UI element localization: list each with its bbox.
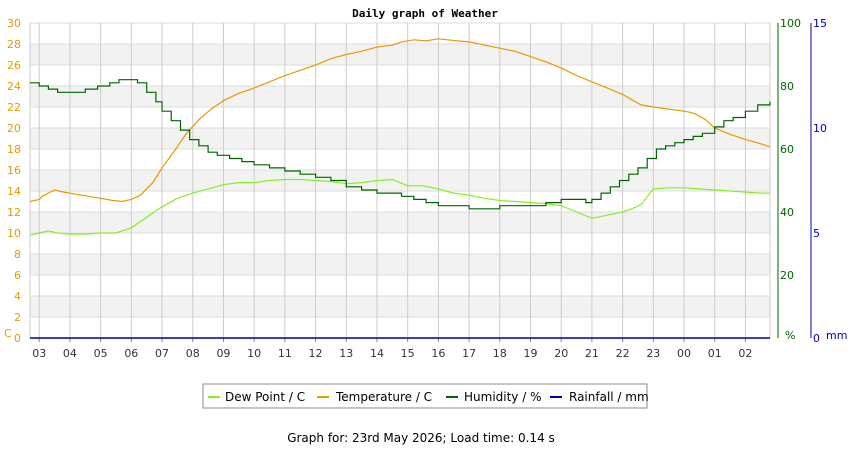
humidity-axis-tick-label: 20	[780, 269, 794, 282]
humidity-series-line	[30, 79, 771, 210]
legend: Dew Point / C Temperature / C Humidity /…	[202, 383, 649, 409]
left-axis-tick-label: 26	[7, 59, 21, 72]
left-axis-tick-label: 4	[14, 290, 21, 303]
x-axis-tick-label: 09	[216, 347, 230, 360]
left-axis-tick-label: 2	[14, 311, 21, 324]
x-axis-tick-label: 02	[738, 347, 752, 360]
left-axis-tick-label: 30	[7, 17, 21, 30]
legend-label-rainfall: Rainfall / mm	[569, 390, 649, 404]
left-axis-tick-label: 28	[7, 38, 21, 51]
rainfall-axis-tick-label: 15	[813, 17, 827, 30]
x-axis-tick-label: 18	[493, 347, 507, 360]
dew-point-series-line	[29, 178, 770, 236]
plot-gridlines	[30, 22, 770, 339]
legend-box	[202, 383, 648, 409]
x-axis-tick-label: 13	[339, 347, 353, 360]
chart-title: Daily graph of Weather	[352, 7, 498, 20]
x-axis-tick-label: 07	[155, 347, 169, 360]
x-axis-tick-label: 10	[247, 347, 261, 360]
x-axis-tick-label: 12	[309, 347, 323, 360]
x-axis-tick-label: 14	[370, 347, 384, 360]
humidity-axis-tick-label: 60	[780, 143, 794, 156]
humidity-axis-tick-label: 100	[780, 17, 801, 30]
temperature-series-line	[29, 38, 771, 203]
x-axis-tick-label: 00	[677, 347, 691, 360]
x-axis-tick-label: 22	[616, 347, 630, 360]
plot-background-bands	[29, 22, 771, 339]
left-axis-tick-label: 18	[7, 143, 21, 156]
series-layer	[29, 38, 771, 339]
x-axis-tick-label: 05	[94, 347, 108, 360]
left-axis-tick-label: 8	[14, 248, 21, 261]
x-axis-ticks: 03 04 05 06 07 08 09 10 11 12 13 14 15 16 17 18 19 20 21 22…	[32, 338, 752, 360]
plot-band	[30, 44, 770, 65]
left-axis-tick-label: 12	[7, 206, 21, 219]
legend-label-dew-point: Dew Point / C	[225, 390, 305, 404]
x-axis-tick-label: 04	[63, 347, 77, 360]
x-axis-tick-label: 19	[523, 347, 537, 360]
plot-band	[30, 254, 770, 275]
legend-label-temperature: Temperature / C	[335, 390, 432, 404]
plot-band	[30, 170, 770, 191]
x-axis-tick-label: 16	[431, 347, 445, 360]
plot-band	[30, 86, 770, 107]
x-axis-tick-label: 23	[646, 347, 660, 360]
x-axis-tick-label: 11	[278, 347, 292, 360]
left-axis-tick-label: 16	[7, 164, 21, 177]
rainfall-axis-ticks: 0 5 10 15	[810, 17, 827, 345]
plot-band	[30, 212, 770, 233]
legend-label-humidity: Humidity / %	[464, 390, 541, 404]
x-axis-tick-label: 06	[124, 347, 138, 360]
x-axis-tick-label: 20	[554, 347, 568, 360]
x-axis-tick-label: 15	[401, 347, 415, 360]
left-axis-tick-label: 0	[14, 332, 21, 345]
left-axis-tick-label: 24	[7, 80, 21, 93]
rainfall-axis-tick-label: 5	[813, 227, 820, 240]
left-axis-tick-label: 22	[7, 101, 21, 114]
x-axis-tick-label: 08	[186, 347, 200, 360]
x-axis-tick-label: 17	[462, 347, 476, 360]
x-axis-tick-label: 01	[708, 347, 722, 360]
plot-band	[30, 296, 770, 317]
humidity-axis-tick-label: 40	[780, 206, 794, 219]
footer-text: Graph for: 23rd May 2026; Load time: 0.1…	[287, 431, 555, 445]
rainfall-axis-tick-label: 0	[813, 332, 820, 345]
left-axis-tick-label: 20	[7, 122, 21, 135]
rainfall-axis-unit: mm	[826, 329, 847, 342]
rainfall-axis-tick-label: 10	[813, 122, 827, 135]
humidity-axis-unit: %	[785, 329, 795, 342]
humidity-axis-ticks: 20 40 60 80 100	[777, 17, 801, 338]
x-axis-tick-label: 21	[585, 347, 599, 360]
left-axis-tick-label: 6	[14, 269, 21, 282]
x-axis-tick-label: 03	[32, 347, 46, 360]
left-axis-unit: C	[4, 327, 12, 340]
plot-band	[30, 128, 770, 149]
left-axis-tick-label: 10	[7, 227, 21, 240]
humidity-axis-tick-label: 80	[780, 80, 794, 93]
left-axis-tick-label: 14	[7, 185, 21, 198]
